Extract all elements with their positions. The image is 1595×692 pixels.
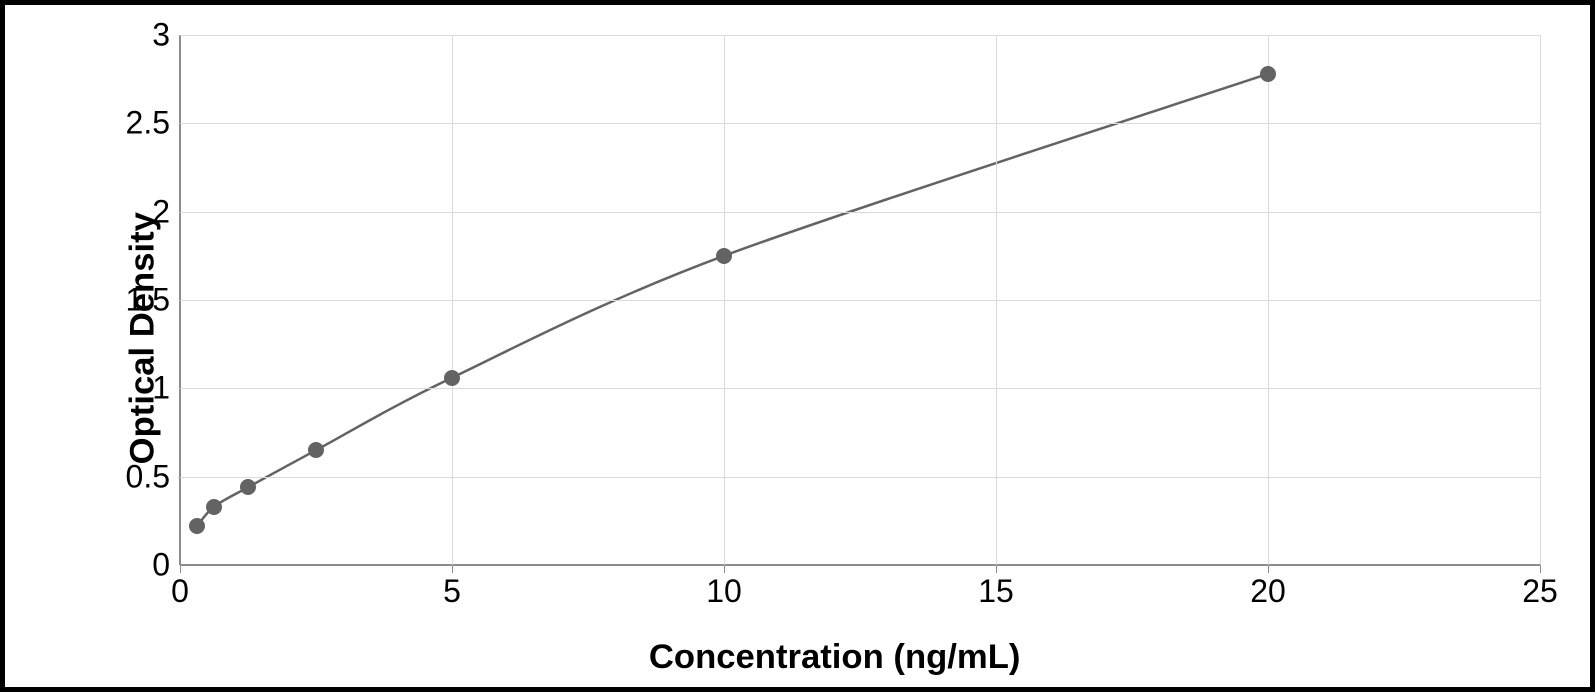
gridline-vertical [724, 35, 725, 565]
gridline-horizontal [180, 388, 1540, 389]
gridline-horizontal [180, 212, 1540, 213]
data-point [240, 479, 256, 495]
data-point [206, 499, 222, 515]
gridline-vertical [1540, 35, 1541, 565]
y-axis-label: Optical Density [124, 212, 163, 464]
x-tick-label: 15 [978, 565, 1014, 610]
gridline-horizontal [180, 300, 1540, 301]
chart-frame: Optical Density Concentration (ng/mL) 00… [0, 0, 1595, 692]
x-axis-line [180, 564, 1540, 566]
x-tick-label: 5 [443, 565, 461, 610]
gridline-vertical [996, 35, 997, 565]
x-axis-label: Concentration (ng/mL) [649, 638, 1021, 677]
gridline-horizontal [180, 123, 1540, 124]
gridline-horizontal [180, 477, 1540, 478]
data-point [444, 370, 460, 386]
data-point [308, 442, 324, 458]
data-point [1260, 66, 1276, 82]
x-tick-label: 0 [171, 565, 189, 610]
data-point [189, 518, 205, 534]
chart-wrap: Optical Density Concentration (ng/mL) 00… [5, 5, 1590, 687]
plot-area: 00.511.522.530510152025 [180, 35, 1540, 565]
y-tick-label: 1 [152, 370, 180, 407]
data-point [716, 248, 732, 264]
y-tick-label: 1.5 [126, 282, 180, 319]
gridline-vertical [452, 35, 453, 565]
gridline-vertical [1268, 35, 1269, 565]
gridline-horizontal [180, 35, 1540, 36]
x-tick-label: 25 [1522, 565, 1558, 610]
y-tick-label: 2.5 [126, 105, 180, 142]
y-tick-label: 0.5 [126, 458, 180, 495]
y-tick-label: 2 [152, 193, 180, 230]
x-tick-label: 20 [1250, 565, 1286, 610]
y-tick-label: 3 [152, 17, 180, 54]
x-tick-label: 10 [706, 565, 742, 610]
